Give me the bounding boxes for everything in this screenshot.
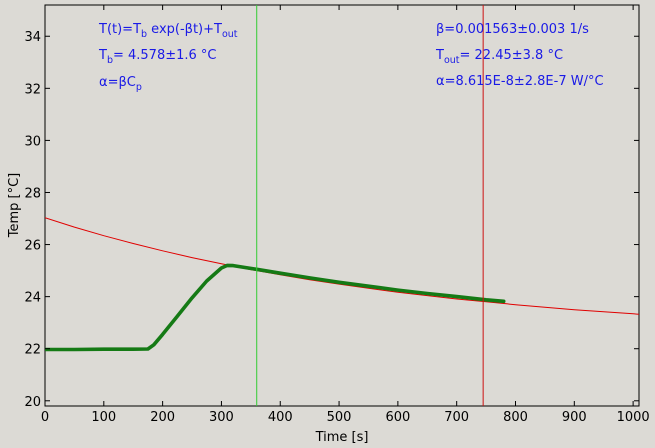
x-axis-ticks: 0 100 200 300 400 500 600 700 800 900 1000 [41,5,650,425]
x-tick-label: 200 [150,410,175,425]
x-tick-label: 900 [562,410,587,425]
x-tick-label: 500 [327,410,352,425]
y-tick-label: 20 [24,395,41,410]
y-tick-label: 28 [24,186,41,201]
x-tick-label: 1000 [617,410,650,425]
alpha-value-annotation: α=8.615E-8±2.8E-7 W/°C [436,74,604,89]
formula-annotation: T(t)=Tb exp(-βt)+Tout [98,22,238,40]
y-tick-label: 24 [24,291,41,306]
fit-curve-line [45,217,639,315]
plot-area [44,4,640,407]
tout-annotation: Tout= 22.45±3.8 °C [435,48,563,66]
y-axis-label: Temp [°C] [7,173,22,239]
beta-annotation: β=0.001563±0.003 1/s [436,22,589,37]
series-layer [45,217,639,352]
x-tick-label: 800 [503,410,528,425]
y-tick-label: 22 [24,343,41,358]
reference-lines [256,5,484,406]
x-tick-label: 0 [41,410,49,425]
y-tick-label: 30 [24,134,41,149]
y-tick-label: 32 [24,82,41,97]
tb-annotation: Tb= 4.578±1.6 °C [98,48,217,66]
x-tick-label: 600 [385,410,410,425]
x-tick-label: 400 [268,410,293,425]
x-axis-label: Time [s] [315,430,369,445]
y-tick-label: 26 [24,239,41,254]
x-tick-label: 700 [444,410,469,425]
y-axis-ticks: 20 22 24 26 28 30 32 34 [24,30,639,410]
y-tick-label: 34 [24,30,41,45]
alpha-definition-annotation: α=βCp [99,75,142,93]
x-tick-label: 300 [209,410,234,425]
x-tick-label: 100 [91,410,116,425]
measured-temperature-line [45,263,506,352]
